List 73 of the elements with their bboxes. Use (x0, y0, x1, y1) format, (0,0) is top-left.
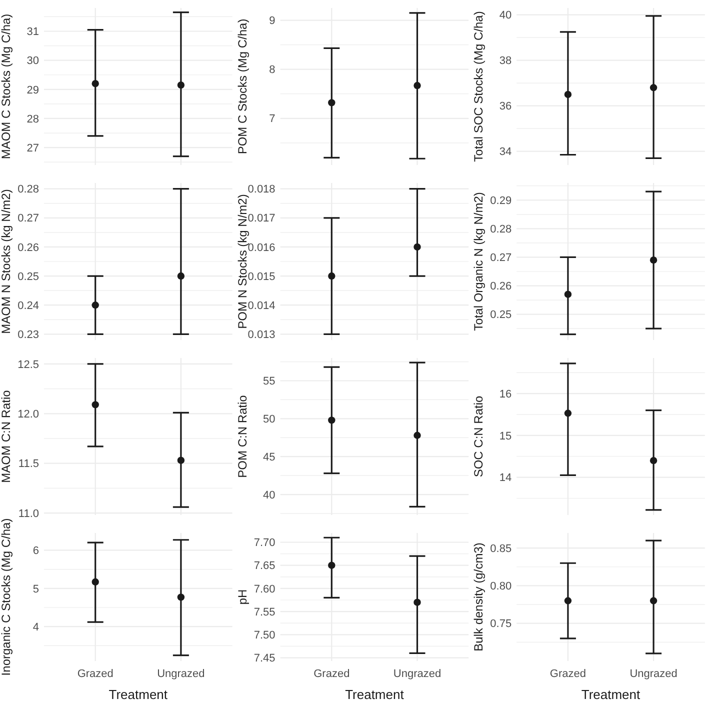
y-tick-label: 34 (499, 146, 512, 158)
x-tick-label: Grazed (550, 668, 586, 680)
y-tick-label: 50 (263, 414, 276, 426)
x-axis-title: Treatment (581, 687, 641, 702)
y-tick-label: 16 (499, 388, 512, 400)
y-tick-label: 7.60 (254, 583, 276, 596)
y-axis-title: MAOM N Stocks (kg N/m2) (0, 189, 13, 334)
y-axis-title: pH (235, 589, 250, 605)
y-tick-label: 0.23 (18, 329, 39, 342)
y-tick-label: 40 (263, 489, 276, 502)
y-tick-label: 15 (499, 430, 512, 442)
y-tick-label: 7.55 (254, 606, 276, 618)
y-tick-label: 0.26 (490, 280, 512, 293)
y-tick-label: 40 (499, 10, 512, 22)
y-tick-label: 5 (32, 583, 39, 596)
y-tick-label: 27 (26, 142, 39, 154)
y-tick-label: 8 (269, 64, 276, 76)
y-tick-label: 0.26 (18, 242, 39, 254)
y-tick-label: 36 (499, 100, 512, 113)
y-tick-label: 0.27 (490, 252, 512, 264)
y-tick-label: 31 (26, 26, 39, 38)
x-tick-label: Grazed (77, 668, 114, 680)
y-tick-label: 11.5 (18, 458, 39, 470)
y-tick-label: 38 (499, 55, 512, 68)
y-tick-label: 14 (499, 472, 512, 484)
y-axis-title: Total Organic N (kg N/m2) (472, 192, 486, 331)
y-axis-title: MAOM C Stocks (Mg C/ha) (0, 14, 13, 160)
y-tick-label: 7.65 (254, 560, 276, 572)
y-tick-label: 12.5 (18, 358, 39, 371)
y-tick-label: 6 (32, 545, 39, 558)
y-tick-label: 7.50 (254, 630, 276, 642)
y-tick-label: 0.25 (490, 309, 512, 322)
y-tick-label: 12.0 (18, 408, 39, 420)
y-tick-label: 0.28 (18, 184, 39, 196)
y-tick-label: 0.016 (248, 242, 276, 254)
y-tick-label: 0.80 (490, 580, 512, 593)
x-tick-label: Ungrazed (630, 668, 678, 680)
y-tick-label: 0.29 (490, 194, 512, 207)
y-tick-label: 7.70 (254, 537, 276, 550)
y-axis-title: POM N Stocks (kg N/m2) (235, 194, 250, 329)
y-axis-title: MAOM C:N Ratio (0, 390, 13, 483)
y-tick-label: 0.25 (18, 270, 39, 283)
y-axis-title: Total SOC Stocks (Mg C/ha) (472, 11, 486, 162)
y-tick-label: 0.28 (490, 224, 512, 236)
y-tick-label: 0.013 (248, 329, 276, 342)
y-axis-title: POM C Stocks (Mg C/ha) (235, 18, 250, 154)
x-tick-label: Grazed (314, 668, 350, 680)
x-tick-label: Ungrazed (157, 668, 205, 680)
y-axis-title: POM C:N Ratio (235, 394, 250, 478)
y-tick-label: 28 (26, 113, 39, 126)
y-axis-title: Inorganic C Stocks (Mg C/ha) (0, 518, 13, 676)
y-tick-label: 0.014 (248, 300, 276, 312)
y-tick-label: 9 (269, 15, 276, 28)
y-tick-label: 0.018 (248, 184, 276, 196)
y-tick-label: 55 (263, 376, 276, 388)
y-tick-label: 30 (26, 55, 39, 68)
y-tick-label: 0.015 (248, 270, 276, 283)
x-axis-title: Treatment (108, 687, 168, 702)
x-tick-label: Ungrazed (393, 668, 442, 680)
y-tick-label: 7 (269, 113, 276, 126)
y-tick-label: 0.75 (490, 618, 512, 630)
y-tick-label: 0.017 (248, 212, 276, 225)
y-tick-label: 7.45 (254, 652, 276, 665)
y-tick-label: 0.24 (18, 300, 39, 312)
x-axis-title: Treatment (345, 687, 404, 702)
y-tick-label: 4 (32, 621, 39, 634)
y-axis-title: SOC C:N Ratio (472, 396, 486, 478)
y-tick-label: 0.85 (490, 542, 512, 555)
y-axis-title: Bulk density (g/cm3) (472, 542, 486, 652)
y-tick-label: 11.0 (18, 508, 39, 520)
y-tick-label: 29 (26, 84, 39, 96)
y-tick-label: 0.27 (18, 212, 39, 225)
y-tick-label: 45 (263, 451, 276, 464)
